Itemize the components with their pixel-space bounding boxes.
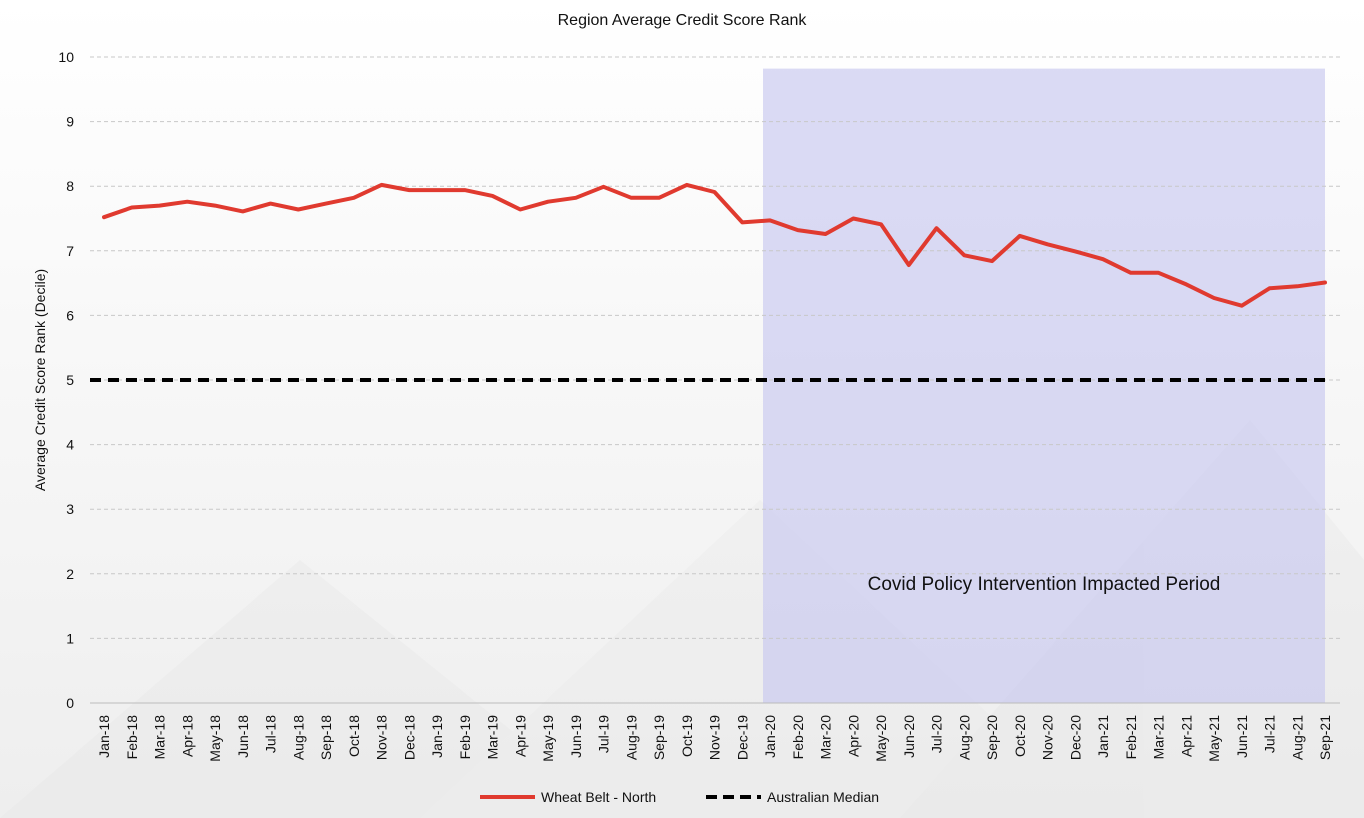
x-tick-label: Sep-19	[651, 715, 667, 760]
legend: Wheat Belt - North Australian Median	[480, 789, 879, 805]
chart-title: Region Average Credit Score Rank	[558, 12, 808, 29]
y-tick-label: 0	[66, 695, 74, 711]
y-axis-ticks: 0 1 2 3 4 5 6 7 8 9 10	[58, 49, 74, 711]
x-tick-label: Jul-21	[1262, 715, 1278, 753]
gridlines	[90, 56, 1340, 704]
x-tick-label: Feb-18	[124, 715, 140, 760]
x-tick-label: Oct-19	[679, 715, 695, 757]
y-tick-label: 3	[66, 501, 74, 517]
x-tick-label: Sep-21	[1317, 715, 1333, 760]
x-tick-label: Aug-19	[623, 715, 639, 760]
x-tick-label: Jun-19	[568, 715, 584, 758]
x-tick-label: May-20	[873, 715, 889, 762]
series-line-wheat-belt-north	[102, 182, 1327, 308]
x-tick-label: Feb-21	[1123, 715, 1139, 760]
x-tick-label: Jan-18	[96, 715, 112, 758]
x-tick-label: Jul-20	[929, 715, 945, 753]
y-tick-label: 10	[58, 49, 74, 65]
y-tick-label: 8	[66, 178, 74, 194]
x-tick-label: Mar-18	[152, 715, 168, 760]
x-tick-label: Jan-21	[1095, 715, 1111, 758]
x-tick-label: Dec-19	[734, 715, 750, 760]
y-tick-label: 6	[66, 307, 74, 323]
x-tick-label: Oct-18	[346, 715, 362, 757]
x-tick-label: Apr-19	[512, 715, 528, 757]
x-tick-label: Apr-18	[179, 715, 195, 757]
x-tick-label: Apr-20	[845, 715, 861, 757]
series-layer	[90, 182, 1327, 382]
x-tick-label: Feb-19	[457, 715, 473, 760]
x-tick-label: Jul-18	[263, 715, 279, 753]
x-tick-label: Sep-20	[984, 715, 1000, 760]
x-tick-label: Oct-20	[1012, 715, 1028, 757]
legend-label: Wheat Belt - North	[541, 789, 656, 805]
y-tick-label: 1	[66, 630, 74, 646]
x-tick-label: Apr-21	[1178, 715, 1194, 757]
x-tick-label: Jun-21	[1234, 715, 1250, 758]
x-tick-label: Jan-20	[762, 715, 778, 758]
x-tick-label: Dec-20	[1067, 715, 1083, 760]
y-tick-label: 4	[66, 437, 74, 453]
x-tick-label: Sep-18	[318, 715, 334, 760]
x-tick-label: Jun-18	[235, 715, 251, 758]
x-tick-label: Aug-18	[290, 715, 306, 760]
x-tick-label: May-21	[1206, 715, 1222, 762]
x-tick-label: Mar-20	[818, 715, 834, 760]
covid-period-annotation: Covid Policy Intervention Impacted Perio…	[868, 574, 1221, 595]
legend-label: Australian Median	[767, 789, 879, 805]
x-tick-label: May-18	[207, 715, 223, 762]
x-tick-label: Jan-19	[429, 715, 445, 758]
x-tick-label: Aug-21	[1289, 715, 1305, 760]
x-tick-label: Mar-21	[1151, 715, 1167, 760]
x-tick-label: Aug-20	[956, 715, 972, 760]
y-tick-label: 7	[66, 243, 74, 259]
x-tick-label: Mar-19	[485, 715, 501, 760]
x-tick-label: Feb-20	[790, 715, 806, 760]
x-tick-label: Nov-19	[707, 715, 723, 760]
x-tick-label: Jun-20	[901, 715, 917, 758]
x-tick-label: Jul-19	[596, 715, 612, 753]
x-tick-label: Nov-20	[1040, 715, 1056, 760]
x-tick-label: Dec-18	[401, 715, 417, 760]
x-axis-ticks: Jan-18 Feb-18 Mar-18 Apr-18 May-18 Jun-18 Jul-…	[96, 715, 1333, 762]
y-tick-label: 9	[66, 114, 74, 130]
y-axis-label: Average Credit Score Rank (Decile)	[32, 269, 48, 491]
y-tick-label: 2	[66, 566, 74, 582]
x-tick-label: May-19	[540, 715, 556, 762]
y-tick-label: 5	[66, 372, 74, 388]
covid-period-shading	[763, 68, 1325, 704]
x-tick-label: Nov-18	[374, 715, 390, 760]
